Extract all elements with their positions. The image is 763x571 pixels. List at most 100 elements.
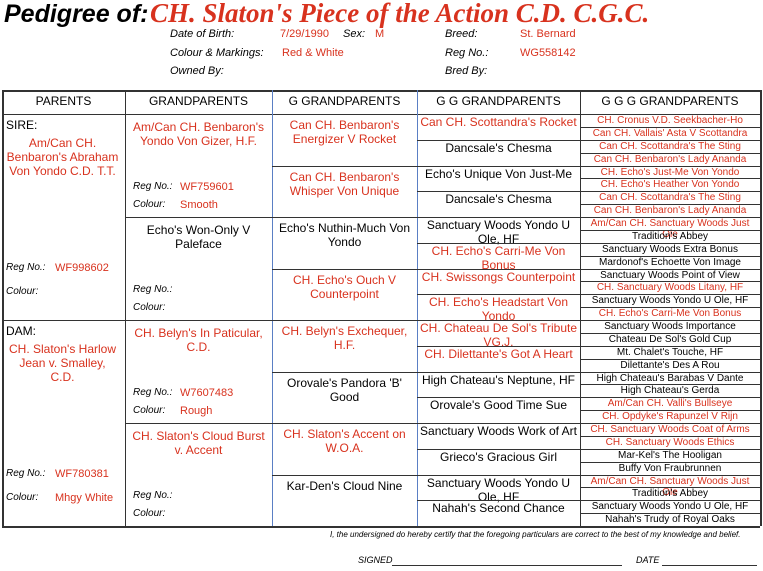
rule bbox=[2, 320, 125, 321]
rule bbox=[125, 217, 272, 218]
colour-label: Colour: bbox=[6, 492, 39, 503]
column-header: GRANDPARENTS bbox=[148, 94, 249, 108]
gg-grandparent-name: Echo's Unique Von Just-Me bbox=[424, 166, 573, 181]
rule bbox=[760, 90, 762, 526]
ggg-grandparent-name: Am/Can CH. Sanctuary Woods Just Ole bbox=[590, 218, 750, 240]
reg-label: Reg No.: bbox=[133, 284, 173, 295]
rule bbox=[580, 281, 760, 282]
ggg-grandparent-name: CH. Sanctuary Woods Litany, HF bbox=[596, 282, 744, 294]
gg-grandparent-name: CH. Echo's Carri-Me Von Bonus bbox=[431, 243, 566, 272]
field-value: St. Bernard bbox=[520, 28, 576, 40]
gg-grandparent-name: Can CH. Scottandra's Rocket bbox=[420, 115, 577, 129]
rule bbox=[417, 423, 580, 424]
rule bbox=[580, 191, 760, 192]
ggg-grandparent-name: CH. Cronus V.D. Seekbacher-Ho bbox=[597, 115, 743, 126]
rule bbox=[580, 500, 760, 501]
rule bbox=[417, 397, 580, 398]
ggg-grandparent-name: Can CH. Scottandra's The Sting bbox=[599, 140, 741, 152]
field-label: Colour & Markings: bbox=[170, 47, 264, 59]
field-value: M bbox=[375, 28, 385, 40]
colour: Mhgy White bbox=[55, 492, 114, 504]
gg-grandparent-name: CH. Chateau De Sol's Tribute VG.J. bbox=[419, 321, 578, 349]
great-grandparent-name: CH. Slaton's Accent on W.O.A. bbox=[283, 427, 406, 455]
rule bbox=[417, 475, 580, 476]
great-grandparent-name: Orovale's Pandora 'B' Good bbox=[287, 375, 402, 404]
rule bbox=[125, 90, 126, 526]
ggg-grandparent-name: Sanctuary Woods Yondo U Ole, HF bbox=[591, 295, 749, 307]
rule bbox=[272, 217, 417, 218]
colour: Smooth bbox=[180, 199, 218, 211]
colour-label: Colour: bbox=[133, 508, 166, 519]
great-grandparent-name: Echo's Nuthin-Much Von Yondo bbox=[278, 221, 411, 249]
rule bbox=[580, 359, 760, 360]
gg-grandparent-name: High Chateau's Neptune, HF bbox=[421, 372, 576, 387]
parent-name: CH. Slaton's Harlow Jean v. Smalley, C.D… bbox=[9, 342, 116, 384]
ggg-grandparent-name: Buffy Von Fraubrunnen bbox=[618, 462, 722, 474]
parent-label: SIRE: bbox=[6, 118, 38, 132]
ggg-grandparent-name: Tradition's Abbey bbox=[631, 488, 709, 500]
rule bbox=[125, 423, 272, 424]
rule bbox=[272, 475, 417, 476]
rule bbox=[580, 153, 760, 154]
ggg-grandparent-name: CH. Opdyke's Rapunzel V Rijn bbox=[602, 411, 738, 423]
grandparent-name: CH. Belyn's In Paticular, C.D. bbox=[134, 326, 263, 354]
rule bbox=[417, 346, 580, 347]
rule bbox=[272, 90, 273, 526]
ggg-grandparent-name: Mt. Chalet's Touche, HF bbox=[616, 346, 724, 358]
rule bbox=[272, 166, 417, 167]
rule bbox=[272, 269, 417, 270]
ggg-grandparent-name: Sanctuary Woods Extra Bonus bbox=[602, 243, 738, 255]
gg-grandparent-name: Orovale's Good Time Sue bbox=[429, 398, 568, 413]
rule bbox=[272, 320, 417, 321]
rule bbox=[2, 90, 760, 92]
rule bbox=[580, 423, 760, 424]
gg-grandparent-name: Grieco's Gracious Girl bbox=[440, 449, 557, 464]
rule bbox=[580, 487, 760, 488]
ggg-grandparent-name: CH. Echo's Heather Von Yondo bbox=[600, 179, 740, 191]
column-header: G GRANDPARENTS bbox=[288, 94, 401, 108]
rule bbox=[417, 243, 580, 244]
reg-no: W7607483 bbox=[180, 387, 234, 399]
colour-label: Colour: bbox=[133, 405, 166, 416]
rule bbox=[580, 513, 760, 514]
rule bbox=[580, 333, 760, 334]
ggg-grandparent-name: Sanctuary Woods Yondo U Ole, HF bbox=[591, 501, 749, 513]
ggg-grandparent-name: CH. Echo's Carri-Me Von Bonus bbox=[598, 308, 742, 320]
gg-grandparent-name: Dancsale's Chesma bbox=[445, 192, 552, 207]
gg-grandparent-name: Sanctuary Woods Work of Art bbox=[420, 424, 577, 438]
rule bbox=[417, 217, 580, 218]
rule bbox=[417, 500, 580, 501]
field-value: Red & White bbox=[282, 47, 344, 59]
reg-label: Reg No.: bbox=[133, 490, 173, 501]
rule bbox=[580, 127, 760, 128]
rule bbox=[272, 372, 417, 373]
great-grandparent-name: Can CH. Benbaron's Whisper Von Unique bbox=[289, 169, 400, 198]
ggg-grandparent-name: Mar-Kel's The Hooligan bbox=[618, 449, 722, 461]
field-label: Owned By: bbox=[170, 65, 224, 77]
ggg-grandparent-name: Can CH. Benbaron's Lady Ananda bbox=[593, 205, 747, 217]
rule bbox=[580, 230, 760, 231]
rule bbox=[580, 384, 760, 385]
rule bbox=[580, 346, 760, 347]
reg-no: WF780381 bbox=[55, 468, 109, 480]
rule bbox=[580, 449, 760, 450]
rule bbox=[580, 166, 760, 167]
great-grandparent-name: CH. Belyn's Exchequer, H.F. bbox=[281, 324, 408, 352]
rule bbox=[580, 217, 760, 218]
rule bbox=[662, 565, 757, 566]
gg-grandparent-name: CH. Dilettante's Got A Heart bbox=[424, 346, 573, 361]
ggg-grandparent-name: Am/Can CH. Sanctuary Woods Just Ole bbox=[590, 475, 750, 498]
dog-name: CH. Slaton's Piece of the Action C.D. C.… bbox=[150, 0, 650, 28]
ggg-grandparent-name: Dilettante's Des A Rou bbox=[620, 359, 720, 371]
rule bbox=[417, 90, 418, 526]
rule bbox=[580, 204, 760, 205]
rule bbox=[417, 372, 580, 373]
field-value: 7/29/1990 bbox=[280, 28, 329, 40]
rule bbox=[417, 269, 580, 270]
ggg-grandparent-name: High Chateau's Gerda bbox=[620, 385, 720, 397]
rule bbox=[392, 565, 622, 566]
grandparent-name: CH. Slaton's Cloud Burst v. Accent bbox=[132, 429, 265, 457]
great-grandparent-name: Kar-Den's Cloud Nine bbox=[286, 478, 403, 493]
reg-label: Reg No.: bbox=[133, 387, 173, 398]
certification: I, the undersigned do hereby certify tha… bbox=[330, 530, 741, 539]
